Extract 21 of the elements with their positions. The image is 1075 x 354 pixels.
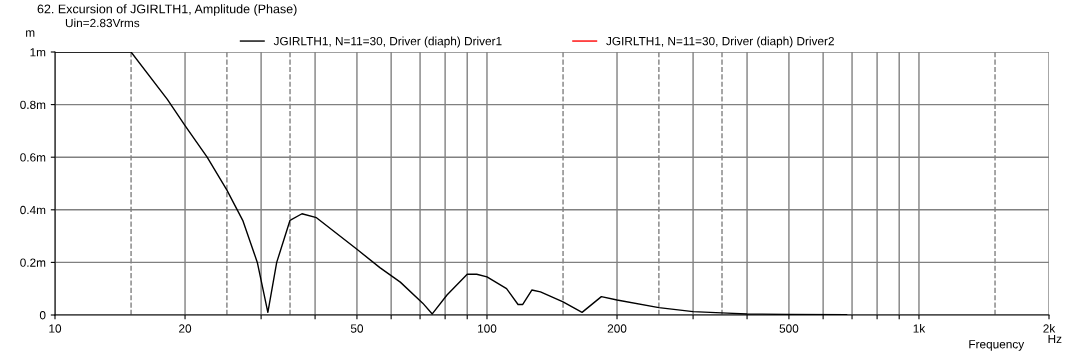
x-tick-label: 20 bbox=[179, 324, 192, 333]
chart-title: 62. Excursion of JGIRLTH1, Amplitude (Phase) bbox=[37, 4, 297, 16]
x-tick-label: 500 bbox=[779, 324, 799, 333]
x-tick-label: 2k bbox=[1043, 324, 1056, 333]
y-tick-label: 0.6m bbox=[20, 153, 46, 162]
text: Hz bbox=[1048, 334, 1062, 344]
x-tick-label: 1k bbox=[913, 324, 926, 333]
x-tick-label: 10 bbox=[49, 324, 62, 333]
y-tick-label: 1m bbox=[30, 48, 46, 57]
y-tick-label: 0.8m bbox=[20, 100, 46, 109]
y-tick-label: 0 bbox=[39, 311, 46, 320]
y-tick-label: 0.2m bbox=[20, 258, 46, 267]
x-tick-label: 50 bbox=[350, 324, 364, 333]
text: Uin=2.83Vrms bbox=[65, 18, 140, 28]
x-axis-title: Frequency bbox=[969, 340, 1025, 351]
y-tick-label: 0.4m bbox=[20, 205, 46, 215]
y-axis-title: m bbox=[26, 30, 35, 37]
x-tick-label: 200 bbox=[607, 324, 627, 333]
legend-label: JGIRLTH1, N=11=30, Driver (diaph) Driver2 bbox=[606, 36, 834, 48]
x-tick-label: 100 bbox=[478, 324, 497, 333]
legend-label: JGIRLTH1, N=11=30, Driver (diaph) Driver1 bbox=[273, 36, 502, 48]
